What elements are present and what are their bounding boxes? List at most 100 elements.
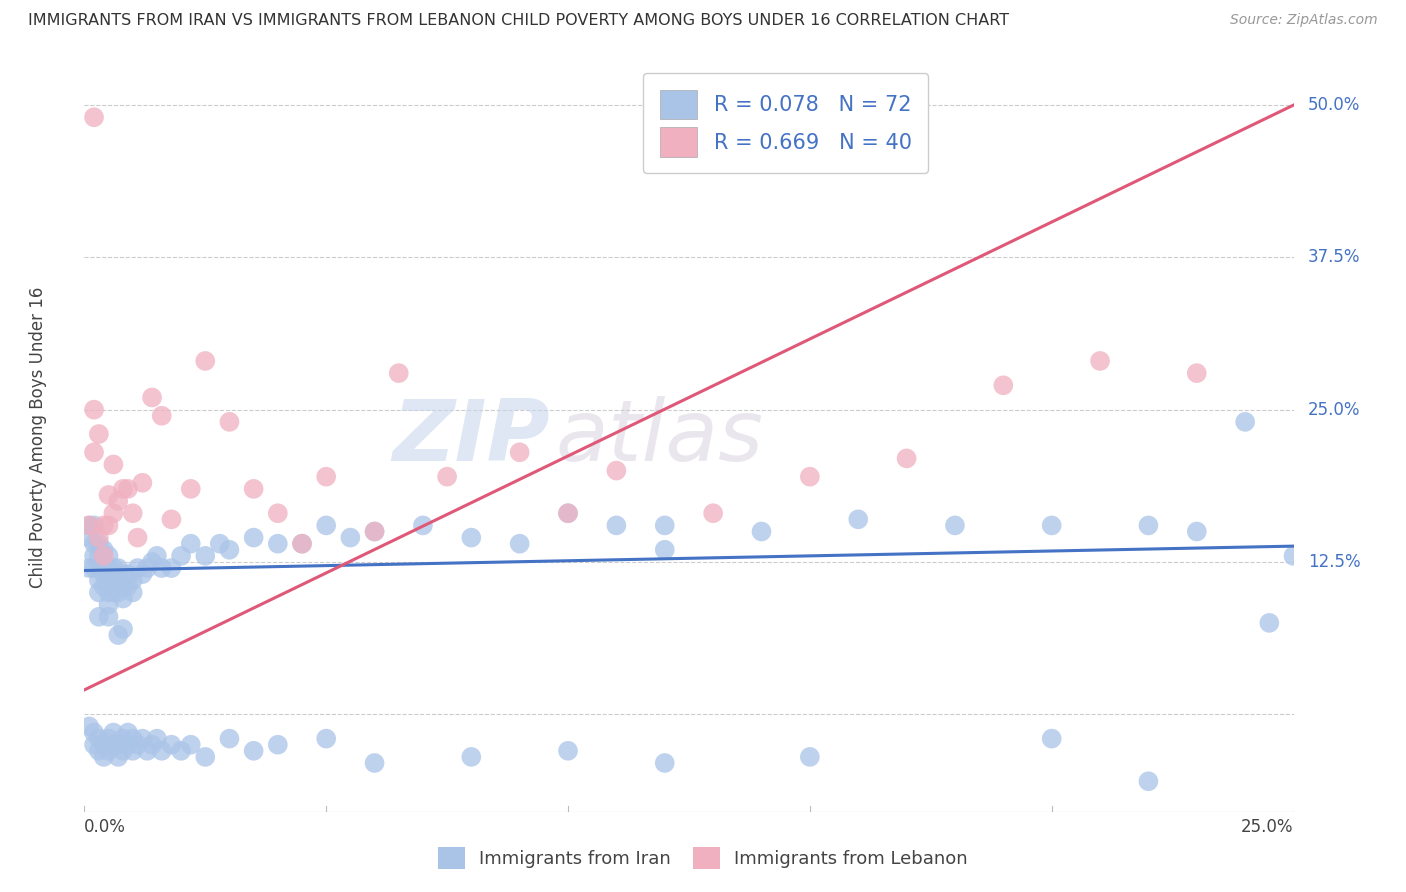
Point (107, 738, 129, 752)
Point (93, 518, 115, 533)
Point (97, 731, 120, 746)
Point (112, 482, 135, 496)
Point (291, 537, 314, 551)
Point (107, 561, 129, 575)
Point (87, 731, 110, 746)
Point (103, 585, 125, 599)
Point (121, 506, 143, 520)
Point (208, 537, 231, 551)
Point (141, 391, 163, 405)
Point (112, 567, 135, 582)
Point (77, 518, 100, 533)
Point (97, 518, 120, 533)
Text: Source: ZipAtlas.com: Source: ZipAtlas.com (1230, 13, 1378, 28)
Point (77, 561, 100, 575)
Point (97, 488, 120, 502)
Point (103, 725, 125, 739)
Point (103, 506, 125, 520)
Point (218, 542, 240, 557)
Point (107, 573, 129, 587)
Point (291, 537, 314, 551)
Point (194, 354, 217, 368)
Point (127, 738, 149, 752)
Point (103, 561, 125, 575)
Point (93, 750, 115, 764)
Point (97, 549, 120, 563)
Text: 37.5%: 37.5% (1308, 248, 1361, 267)
Point (87, 609, 110, 624)
Point (896, 451, 918, 466)
Point (121, 585, 143, 599)
Point (83, 445, 105, 459)
Point (97, 573, 120, 587)
Point (460, 531, 482, 545)
Point (107, 750, 129, 764)
Point (97, 598, 120, 612)
Point (339, 531, 361, 545)
Point (242, 531, 264, 545)
Point (117, 725, 139, 739)
Point (112, 579, 135, 593)
Point (83, 518, 105, 533)
Point (180, 738, 202, 752)
Point (112, 744, 135, 758)
Point (557, 744, 579, 758)
Point (1234, 415, 1257, 429)
Point (127, 561, 149, 575)
Point (146, 731, 169, 746)
Point (388, 366, 411, 380)
Point (509, 445, 531, 459)
Point (180, 482, 202, 496)
Point (702, 506, 724, 520)
Point (315, 518, 337, 533)
Point (83, 561, 105, 575)
Point (117, 738, 139, 752)
Point (112, 591, 135, 606)
Point (87, 573, 110, 587)
Point (1088, 354, 1111, 368)
Point (112, 622, 135, 636)
Point (87, 531, 110, 545)
Point (1137, 774, 1160, 789)
Point (93, 567, 115, 582)
Point (136, 744, 159, 758)
Point (267, 537, 290, 551)
Point (83, 549, 105, 563)
Point (605, 518, 627, 533)
Point (412, 518, 434, 533)
Point (131, 567, 153, 582)
Point (127, 531, 149, 545)
Point (87, 549, 110, 563)
Point (141, 555, 163, 569)
Point (97, 561, 120, 575)
Text: 50.0%: 50.0% (1308, 96, 1361, 114)
Point (87, 744, 110, 758)
Point (993, 378, 1015, 392)
Point (121, 573, 143, 587)
Point (83, 110, 105, 124)
Point (363, 524, 385, 539)
Legend: R = 0.078   N = 72, R = 0.669   N = 40: R = 0.078 N = 72, R = 0.669 N = 40 (643, 73, 928, 173)
Text: IMMIGRANTS FROM IRAN VS IMMIGRANTS FROM LEBANON CHILD POVERTY AMONG BOYS UNDER 1: IMMIGRANTS FROM IRAN VS IMMIGRANTS FROM … (28, 13, 1010, 29)
Point (83, 537, 105, 551)
Point (97, 609, 120, 624)
Point (112, 731, 135, 746)
Point (150, 744, 173, 758)
Text: 25.0%: 25.0% (1308, 401, 1361, 418)
Text: 12.5%: 12.5% (1308, 553, 1361, 571)
Point (363, 756, 385, 770)
Point (460, 750, 482, 764)
Point (107, 494, 129, 508)
Point (557, 506, 579, 520)
Point (846, 512, 869, 526)
Point (107, 585, 129, 599)
Point (267, 506, 290, 520)
Point (93, 549, 115, 563)
Point (267, 738, 290, 752)
Point (1282, 549, 1305, 563)
Point (150, 409, 173, 423)
Point (97, 744, 120, 758)
Point (83, 738, 105, 752)
Text: Child Poverty Among Boys Under 16: Child Poverty Among Boys Under 16 (30, 286, 48, 588)
Point (194, 549, 217, 563)
